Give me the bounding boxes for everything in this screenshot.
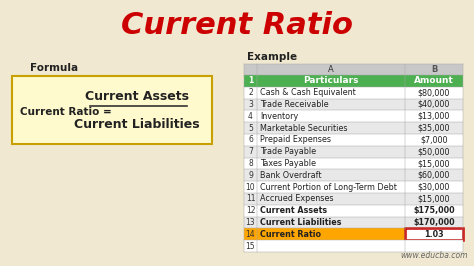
- Text: $60,000: $60,000: [418, 171, 450, 180]
- Text: 7: 7: [248, 147, 253, 156]
- Text: $80,000: $80,000: [418, 88, 450, 97]
- Text: 4: 4: [248, 112, 253, 121]
- Text: Inventory: Inventory: [260, 112, 298, 121]
- Text: Example: Example: [247, 52, 297, 62]
- Text: 13: 13: [246, 218, 255, 227]
- Text: Current Assets: Current Assets: [85, 89, 189, 102]
- Text: $15,000: $15,000: [418, 159, 450, 168]
- Text: www.educba.com: www.educba.com: [401, 251, 468, 260]
- FancyBboxPatch shape: [244, 240, 463, 252]
- Text: $15,000: $15,000: [418, 194, 450, 203]
- Text: Current Ratio: Current Ratio: [260, 230, 321, 239]
- Text: 9: 9: [248, 171, 253, 180]
- Text: 6: 6: [248, 135, 253, 144]
- Text: 8: 8: [248, 159, 253, 168]
- FancyBboxPatch shape: [244, 134, 463, 146]
- FancyBboxPatch shape: [244, 193, 463, 205]
- Text: Current Ratio: Current Ratio: [121, 11, 353, 40]
- Text: Current Liabilities: Current Liabilities: [260, 218, 341, 227]
- Text: $50,000: $50,000: [418, 147, 450, 156]
- Text: Current Portion of Long-Term Debt: Current Portion of Long-Term Debt: [260, 182, 397, 192]
- FancyBboxPatch shape: [244, 169, 463, 181]
- Text: $35,000: $35,000: [418, 124, 450, 132]
- FancyBboxPatch shape: [244, 110, 463, 122]
- Text: Current Ratio =: Current Ratio =: [20, 107, 115, 117]
- Text: Taxes Payable: Taxes Payable: [260, 159, 316, 168]
- Text: Accrued Expenses: Accrued Expenses: [260, 194, 334, 203]
- Text: Amount: Amount: [414, 76, 454, 85]
- Text: 12: 12: [246, 206, 255, 215]
- Text: Marketable Securities: Marketable Securities: [260, 124, 347, 132]
- FancyBboxPatch shape: [405, 228, 463, 240]
- Text: Particulars: Particulars: [303, 76, 359, 85]
- Text: B: B: [431, 65, 437, 74]
- Text: 1.03: 1.03: [424, 230, 444, 239]
- Text: Formula: Formula: [30, 63, 78, 73]
- Text: 14: 14: [246, 230, 255, 239]
- FancyBboxPatch shape: [244, 228, 463, 240]
- Text: $30,000: $30,000: [418, 182, 450, 192]
- Text: $175,000: $175,000: [413, 206, 455, 215]
- Text: Current Liabilities: Current Liabilities: [74, 118, 200, 131]
- Text: Trade Receivable: Trade Receivable: [260, 100, 328, 109]
- Text: 3: 3: [248, 100, 253, 109]
- Text: Cash & Cash Equivalent: Cash & Cash Equivalent: [260, 88, 356, 97]
- FancyBboxPatch shape: [244, 75, 463, 87]
- FancyBboxPatch shape: [244, 157, 463, 169]
- FancyBboxPatch shape: [244, 181, 463, 193]
- FancyBboxPatch shape: [244, 87, 463, 99]
- FancyBboxPatch shape: [244, 99, 463, 110]
- Text: Current Assets: Current Assets: [260, 206, 327, 215]
- Text: $40,000: $40,000: [418, 100, 450, 109]
- FancyBboxPatch shape: [244, 217, 463, 228]
- Text: 1: 1: [248, 76, 253, 85]
- FancyBboxPatch shape: [12, 76, 212, 144]
- Text: Trade Payable: Trade Payable: [260, 147, 316, 156]
- Text: 10: 10: [246, 182, 255, 192]
- Text: 5: 5: [248, 124, 253, 132]
- Text: Bank Overdraft: Bank Overdraft: [260, 171, 321, 180]
- Text: 15: 15: [246, 242, 255, 251]
- Text: 2: 2: [248, 88, 253, 97]
- FancyBboxPatch shape: [244, 205, 463, 217]
- FancyBboxPatch shape: [244, 122, 463, 134]
- Text: $170,000: $170,000: [413, 218, 455, 227]
- Text: $13,000: $13,000: [418, 112, 450, 121]
- Text: $7,000: $7,000: [420, 135, 448, 144]
- Text: A: A: [328, 65, 334, 74]
- Text: Prepaid Expenses: Prepaid Expenses: [260, 135, 331, 144]
- FancyBboxPatch shape: [244, 64, 463, 75]
- Text: 11: 11: [246, 194, 255, 203]
- FancyBboxPatch shape: [244, 146, 463, 157]
